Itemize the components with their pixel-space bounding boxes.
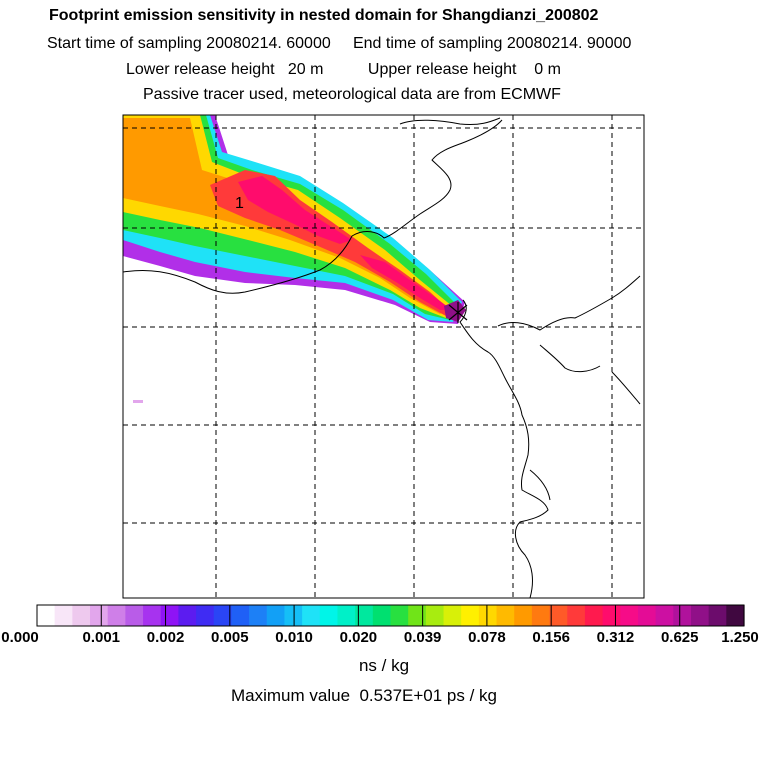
colorbar-cell [531,605,551,626]
colorbar-cell [726,605,745,626]
receptor-star-icon [448,302,468,323]
plot-title: Footprint emission sensitivity in nested… [49,7,599,24]
colorbar-cell [690,605,710,626]
colorbar-cell [355,605,374,626]
colorbar [36,604,745,627]
colorbar-cells [37,605,745,626]
colorbar-cell [54,605,73,626]
colorbar-cell [231,605,250,626]
colorbar-tick-label: 0.039 [403,629,442,646]
colorbar-tick-label: 0.010 [275,629,313,646]
colorbar-cell [160,605,180,626]
maximum-value-text: Maximum value 0.537E+01 ps / kg [231,686,497,705]
colorbar-cell [496,605,515,626]
colorbar-cell [584,605,604,626]
tracer-info-line: Passive tracer used, meteorological data… [143,86,561,103]
colorbar-cell [620,605,639,626]
colorbar-tick-label: 0.001 [82,629,121,646]
colorbar-cell [567,605,586,626]
colorbar-cell [72,605,91,626]
colorbar-cell [196,605,215,626]
colorbar-cell [549,605,568,626]
colorbar-tick-label: 1.250 [721,629,759,646]
contour-label: 1 [235,195,244,212]
colorbar-tick-label: 0.078 [468,629,506,646]
colorbar-cell [90,605,109,626]
colorbar-tick-label: 0.020 [339,629,378,646]
colorbar-cell [408,605,427,626]
footprint-map: 1 [122,114,645,599]
colorbar-tick-label: 0.005 [211,629,249,646]
colorbar-cell [461,605,480,626]
colorbar-cell [143,605,162,626]
colorbar-frame [36,604,745,627]
colorbar-cell [390,605,409,626]
colorbar-tick-label: 0.156 [532,629,570,646]
map-grid [123,115,644,598]
colorbar-cell [637,605,657,626]
colorbar-tick-label: 0.002 [146,629,185,646]
colorbar-cell [37,605,56,626]
colorbar-cell [425,605,445,626]
colorbar-cell [213,605,233,626]
colorbar-cell [655,605,674,626]
colorbar-cell [284,605,303,626]
colorbar-cell [443,605,462,626]
map-frame [122,114,645,599]
colorbar-units: ns / kg [358,656,410,675]
colorbar-tick-label: 0.312 [596,629,635,646]
sampling-time-line: Start time of sampling 20080214. 60000 E… [47,35,632,52]
plume-magenta-core-2 [360,255,452,310]
colorbar-cell [302,605,321,626]
colorbar-cell [602,605,621,626]
colorbar-cell [178,605,197,626]
colorbar-cell [107,605,126,626]
colorbar-cell [478,605,498,626]
colorbar-tick-label: 0.625 [660,629,699,646]
colorbar-cell [372,605,392,626]
colorbar-cell [319,605,339,626]
colorbar-cell [266,605,286,626]
colorbar-dividers [100,605,681,626]
colorbar-cell [125,605,144,626]
coastlines [123,117,641,598]
colorbar-cell [708,605,727,626]
plume-magenta-core [238,176,352,244]
colorbar-cell [249,605,268,626]
colorbar-cell [514,605,533,626]
colorbar-cell [337,605,356,626]
footprint-plume [123,115,466,403]
release-height-line: Lower release height 20 m Upper release … [126,61,561,78]
colorbar-cell [673,605,692,626]
colorbar-tick-label: 0.000 [1,629,39,646]
